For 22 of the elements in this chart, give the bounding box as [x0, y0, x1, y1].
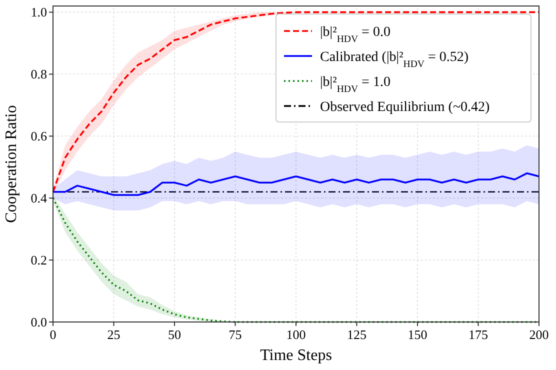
x-tick-label: 25: [107, 327, 120, 342]
y-tick-label: 1.0: [30, 4, 47, 20]
x-tick-label: 150: [408, 327, 428, 342]
x-tick-label: 125: [347, 327, 366, 342]
x-tick-label: 100: [286, 327, 306, 342]
y-tick-label: 0.2: [30, 252, 47, 268]
x-tick-label: 175: [468, 327, 488, 342]
legend-label: Calibrated (|b|²$_{HDV}$ = 0.52): [320, 50, 469, 70]
y-tick-label: 0.4: [30, 190, 48, 206]
y-tick-label: 0.8: [30, 66, 47, 82]
x-tick-label: 0: [50, 327, 56, 342]
x-tick-label: 75: [228, 327, 242, 342]
legend-label: Observed Equilibrium (~0.42): [320, 100, 490, 115]
legend-label: |b|²$_{HDV}$ = 0.0: [320, 24, 390, 44]
legend-label: |b|²$_{HDV}$ = 1.0: [320, 74, 390, 94]
y-tick-label: 0.0: [30, 314, 47, 330]
x-tick-label: 50: [168, 327, 181, 342]
x-axis-title: Time Steps: [260, 347, 332, 364]
line-series: [52, 172, 540, 196]
y-tick-label: 0.6: [30, 128, 48, 144]
y-axis-title: Cooperation Ratio: [3, 105, 20, 223]
x-tick-label: 200: [529, 327, 549, 342]
